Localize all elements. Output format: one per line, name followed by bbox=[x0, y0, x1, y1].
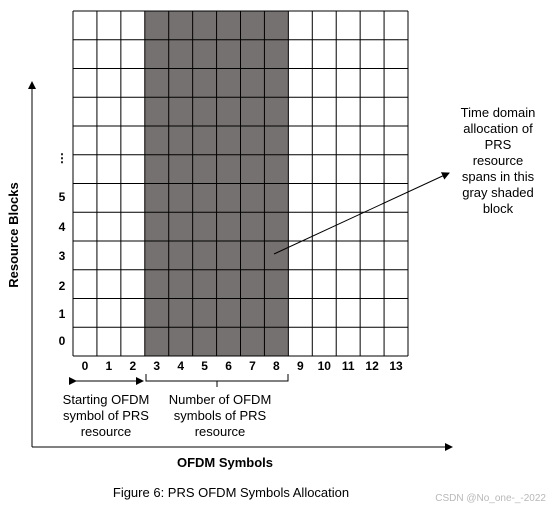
x-tick-label: 12 bbox=[365, 359, 379, 373]
x-tick-label: 8 bbox=[273, 359, 280, 373]
number-span-bracket bbox=[145, 374, 289, 387]
x-tick-label: 4 bbox=[177, 359, 184, 373]
annotation-line: Time domain bbox=[461, 105, 536, 120]
y-tick-label: 1 bbox=[59, 307, 66, 321]
x-tick-label: 7 bbox=[249, 359, 256, 373]
annotation-line: spans in this bbox=[462, 169, 535, 184]
x-tick-label: 9 bbox=[297, 359, 304, 373]
annotation-line: resource bbox=[81, 424, 132, 439]
x-tick-label: 1 bbox=[106, 359, 113, 373]
x-tick-label: 10 bbox=[318, 359, 332, 373]
annotation-line: gray shaded bbox=[462, 185, 534, 200]
annotation-line: resource bbox=[473, 153, 524, 168]
x-tick-labels: 0 1 2 3 4 5 6 7 8 9 10 11 12 13 bbox=[82, 359, 403, 373]
y-tick-labels: 0 1 2 3 4 5 ⋮ bbox=[56, 151, 68, 348]
annotation-line: Starting OFDM bbox=[63, 392, 150, 407]
x-tick-label: 0 bbox=[82, 359, 89, 373]
x-tick-label: 5 bbox=[201, 359, 208, 373]
annotation-line: allocation of bbox=[463, 121, 533, 136]
annotation-line: PRS bbox=[485, 137, 512, 152]
y-tick-label: 5 bbox=[59, 190, 66, 204]
callout-arrow bbox=[273, 172, 450, 255]
watermark: CSDN @No_one-_-2022 bbox=[435, 493, 546, 504]
resource-grid bbox=[72, 10, 409, 357]
annotation-line: resource bbox=[195, 424, 246, 439]
x-axis-title: OFDM Symbols bbox=[177, 455, 273, 470]
y-tick-label: 4 bbox=[59, 220, 66, 234]
y-tick-label: ⋮ bbox=[56, 151, 68, 165]
y-tick-label: 2 bbox=[59, 279, 66, 293]
annotation-line: Number of OFDM bbox=[169, 392, 272, 407]
x-tick-label: 13 bbox=[389, 359, 403, 373]
x-tick-label: 6 bbox=[225, 359, 232, 373]
annotation-line: symbol of PRS bbox=[63, 408, 149, 423]
x-tick-label: 2 bbox=[129, 359, 136, 373]
x-tick-label: 3 bbox=[153, 359, 160, 373]
y-tick-label: 0 bbox=[59, 334, 66, 348]
figure-caption: Figure 6: PRS OFDM Symbols Allocation bbox=[113, 485, 349, 500]
annotation-line: block bbox=[483, 201, 514, 216]
y-tick-label: 3 bbox=[59, 249, 66, 263]
y-axis-title: Resource Blocks bbox=[6, 182, 21, 288]
x-tick-label: 11 bbox=[342, 359, 355, 373]
annotation-line: symbols of PRS bbox=[174, 408, 267, 423]
